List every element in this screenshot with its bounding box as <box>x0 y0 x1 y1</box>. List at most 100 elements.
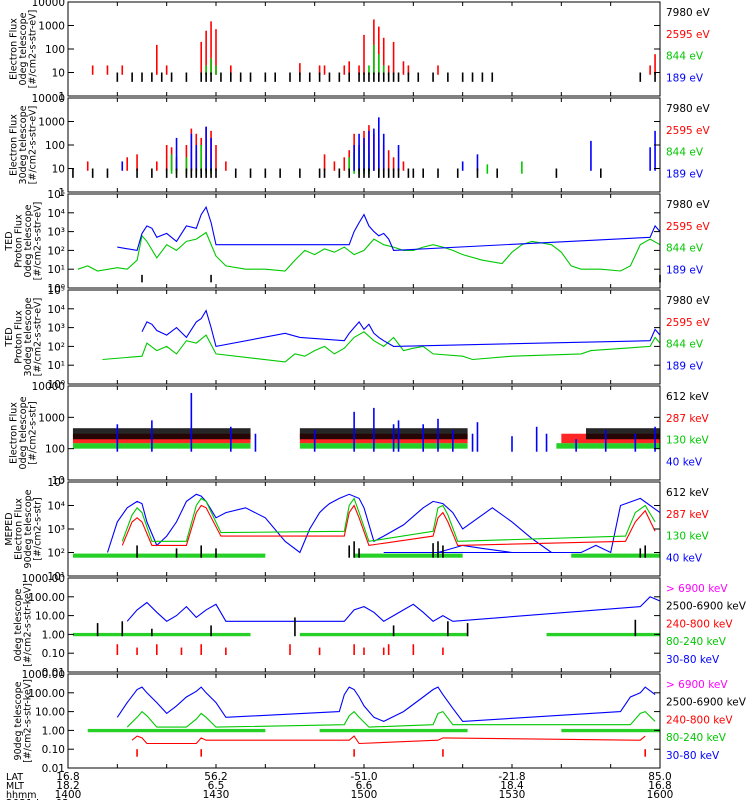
y-axis-title-4-3: [#/cm2-s-str-eV] <box>33 298 44 377</box>
y-axis-title-2-2: [#/cm2-s-str-eV] <box>28 106 39 185</box>
y-tick-label-3-0: 10⁰ <box>47 283 65 295</box>
y-tick-label-3-3: 10³ <box>47 227 65 239</box>
panel-frame-7 <box>67 577 661 673</box>
footer-value-1-0: 18.2 <box>56 780 79 792</box>
y-tick-label-6-4: 10⁵ <box>47 477 65 489</box>
y-tick-label-1-2: 100 <box>45 44 65 56</box>
y-axis-title-2-1: 30deg telescope <box>18 105 29 184</box>
y-tick-label-6-0: 10¹ <box>47 571 65 583</box>
footer-value-2-0: 1400 <box>55 789 82 800</box>
y-tick-label-6-3: 10⁴ <box>47 501 65 513</box>
legend-label-6-0: 612 keV <box>666 487 710 499</box>
data-band-8-0-2 <box>561 728 660 733</box>
y-tick-label-5-1: 100 <box>45 444 65 456</box>
footer-value-1-1: 6.5 <box>208 780 225 792</box>
data-band-5-0-1 <box>299 443 468 449</box>
data-band-6-0-0 <box>72 553 266 558</box>
y-axis-title-3-2: 0deg telescope <box>23 204 34 277</box>
legend-label-4-1: 2595 eV <box>666 317 711 329</box>
legend-label-8-1: 2500-6900 keV <box>666 697 747 709</box>
y-axis-title-8-1: [#/cm2-s-str-keV] <box>23 679 34 763</box>
y-tick-label-2-0: 1 <box>58 187 65 199</box>
y-tick-label-5-3: 10000 <box>32 381 65 393</box>
legend-label-1-2: 844 eV <box>666 51 704 63</box>
y-tick-label-3-4: 10⁴ <box>47 208 65 220</box>
y-axis-title-1-2: [#/cm2-s-str-eV] <box>28 10 39 89</box>
data-band-8-0-0 <box>87 728 266 733</box>
data-band-5-2-1 <box>299 428 468 440</box>
legend-label-3-2: 844 eV <box>666 243 704 255</box>
y-tick-label-7-0: 0.01 <box>42 667 65 679</box>
legend-label-3-0: 7980 eV <box>666 199 711 211</box>
legend-label-6-3: 40 keV <box>666 553 703 565</box>
y-tick-label-1-3: 1000 <box>38 21 65 33</box>
series-line-3-1 <box>117 205 661 252</box>
y-tick-label-7-4: 100.00 <box>28 592 65 604</box>
legend-label-4-3: 189 eV <box>666 361 704 373</box>
footer-value-0-3: -21.8 <box>498 771 525 783</box>
legend-label-7-4: 30-80 keV <box>666 654 720 666</box>
y-axis-title-5-0: Electron Flux <box>9 402 20 464</box>
y-tick-label-6-2: 10³ <box>47 524 65 536</box>
y-axis-title-3-1: Proton Flux <box>14 214 25 268</box>
y-tick-label-3-5: 10⁵ <box>47 189 65 201</box>
legend-label-7-3: 80-240 keV <box>666 636 727 648</box>
data-band-8-0-1 <box>319 728 468 733</box>
panel-frame-4 <box>67 289 661 385</box>
y-tick-label-8-1: 0.10 <box>42 744 65 756</box>
legend-label-3-1: 2595 eV <box>666 221 711 233</box>
panel-frame-6 <box>67 481 661 577</box>
series-line-3-0 <box>77 231 661 272</box>
y-axis-title-4-0: TED <box>4 327 15 347</box>
legend-label-8-3: 80-240 keV <box>666 732 727 744</box>
legend-label-5-0: 612 keV <box>666 391 710 403</box>
y-tick-label-8-3: 10.00 <box>35 707 65 719</box>
legend-label-1-1: 2595 eV <box>666 29 711 41</box>
legend-label-4-2: 844 eV <box>666 339 704 351</box>
footer-row-label-2: hhmm <box>6 790 37 800</box>
series-line-6-2 <box>121 497 656 542</box>
data-band-6-0-2 <box>571 553 660 558</box>
legend-label-6-1: 287 keV <box>666 509 710 521</box>
legend-label-1-0: 7980 eV <box>666 7 711 19</box>
data-band-5-2-2 <box>586 428 660 440</box>
series-line-7-0 <box>126 596 661 622</box>
legend-label-8-0: > 6900 keV <box>666 679 728 691</box>
legend-label-5-2: 130 keV <box>666 435 710 447</box>
data-band-7-0-1 <box>299 632 468 637</box>
y-axis-title-1-0: Electron Flux <box>9 18 20 80</box>
footer-value-2-3: 1530 <box>499 789 526 800</box>
footer-value-1-3: 18.4 <box>500 780 524 792</box>
y-axis-title-6-1: Electron Flux <box>14 498 25 560</box>
y-axis-title-7-1: [#/cm2-s-str-keV] <box>23 583 34 667</box>
footer-value-0-2: -51.0 <box>350 771 377 783</box>
footer-value-0-0: 16.8 <box>56 771 79 783</box>
legend-label-7-0: > 6900 keV <box>666 583 728 595</box>
data-band-5-2-0 <box>72 428 251 440</box>
y-tick-label-4-5: 10⁵ <box>47 285 65 297</box>
y-tick-label-4-4: 10⁴ <box>47 304 65 316</box>
footer-value-1-2: 6.6 <box>356 780 373 792</box>
y-axis-title-6-2: 90deg telescope <box>23 489 34 568</box>
legend-label-6-2: 130 keV <box>666 531 710 543</box>
date-label: 2021 Jan 02 <box>6 798 69 800</box>
y-tick-label-8-4: 100.00 <box>28 688 65 700</box>
data-band-6-0-1 <box>354 553 463 558</box>
footer-row-label-1: MLT <box>6 781 24 792</box>
y-axis-title-1-1: 0deg telescope <box>18 12 29 85</box>
y-axis-title-2-0: Electron Flux <box>9 114 20 176</box>
footer-value-2-4: 1600 <box>647 789 674 800</box>
y-axis-title-5-1: 0deg telescope <box>18 396 29 469</box>
y-axis-title-4-1: Proton Flux <box>14 310 25 364</box>
legend-label-2-3: 189 eV <box>666 169 704 181</box>
y-tick-label-4-1: 10¹ <box>47 360 65 372</box>
y-axis-title-5-2: [#/cm2-s-str] <box>28 401 39 464</box>
y-tick-label-3-2: 10² <box>47 245 65 257</box>
legend-label-1-3: 189 eV <box>666 73 704 85</box>
footer-value-2-2: 1500 <box>351 789 378 800</box>
y-axis-title-6-0: MEPED <box>4 512 15 545</box>
y-axis-title-4-2: 30deg telescope <box>23 297 34 376</box>
y-axis-title-6-3: [#/cm2-s-str] <box>33 497 44 560</box>
series-line-8-1 <box>126 710 656 728</box>
footer-value-0-1: 56.2 <box>204 771 227 783</box>
